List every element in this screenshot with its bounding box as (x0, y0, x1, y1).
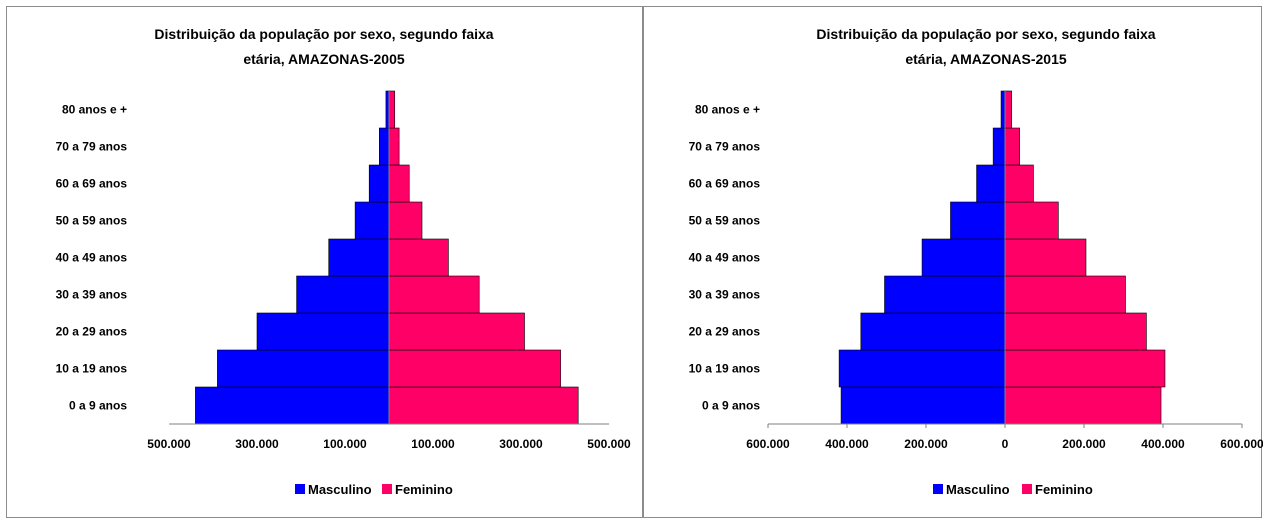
bar-feminino (1004, 90, 1013, 129)
y-tick-label: 60 a 69 anos (56, 177, 128, 191)
bar-masculino (379, 127, 390, 166)
chart-title-line-2: etária, AMAZONAS-2015 (905, 51, 1067, 67)
bar-masculino (950, 201, 1006, 240)
bar-feminino (388, 312, 525, 351)
bar-feminino (388, 90, 396, 129)
bar-feminino (1004, 386, 1162, 425)
y-tick-label: 40 a 49 anos (689, 251, 761, 265)
bar-feminino (1004, 201, 1059, 240)
x-tick-label: 600.000 (746, 437, 790, 451)
bar-masculino (368, 164, 390, 203)
x-tick-label: 200.000 (1062, 437, 1106, 451)
bar-feminino (388, 386, 579, 425)
bar-feminino (388, 127, 400, 166)
pyramid-chart-2015: Distribuição da população por sexo, segu… (689, 26, 1263, 497)
bar-feminino (388, 238, 449, 277)
legend-swatch-masculino (295, 484, 305, 494)
x-tick-label: 300.000 (499, 437, 543, 451)
y-tick-label: 70 a 79 anos (689, 140, 761, 154)
y-tick-label: 80 anos e + (62, 103, 127, 117)
x-tick-label: 100.000 (323, 437, 367, 451)
chart-title-line-1: Distribuição da população por sexo, segu… (154, 26, 493, 42)
bar-feminino (1004, 349, 1166, 388)
bar-feminino (1004, 275, 1126, 314)
y-tick-label: 50 a 59 anos (56, 214, 128, 228)
legend-swatch-feminino (1022, 484, 1032, 494)
bar-masculino (976, 164, 1006, 203)
bar-feminino (388, 201, 423, 240)
bar-masculino (1000, 90, 1006, 129)
bar-feminino (1004, 312, 1147, 351)
legend-label-masculino: Masculino (308, 482, 372, 497)
bar-masculino (838, 349, 1006, 388)
bar-masculino (884, 275, 1006, 314)
y-tick-label: 20 a 29 anos (689, 325, 761, 339)
y-tick-label: 30 a 39 anos (56, 288, 128, 302)
legend-label-feminino: Feminino (1035, 482, 1093, 497)
bar-masculino (217, 349, 390, 388)
bar-feminino (388, 164, 410, 203)
y-tick-label: 10 a 19 anos (689, 362, 761, 376)
bar-masculino (860, 312, 1006, 351)
x-tick-label: 400.000 (825, 437, 869, 451)
chart-title-line-1: Distribuição da população por sexo, segu… (816, 26, 1155, 42)
bar-masculino (921, 238, 1006, 277)
y-tick-label: 10 a 19 anos (56, 362, 128, 376)
x-tick-label: 200.000 (904, 437, 948, 451)
bar-feminino (388, 349, 561, 388)
bar-masculino (296, 275, 390, 314)
x-tick-label: 600.000 (1220, 437, 1263, 451)
y-tick-label: 0 a 9 anos (702, 399, 760, 413)
chart-panel-2015: Distribuição da população por sexo, segu… (643, 6, 1263, 518)
bar-masculino (195, 386, 390, 425)
bar-masculino (328, 238, 390, 277)
y-tick-label: 40 a 49 anos (56, 251, 128, 265)
y-tick-label: 50 a 59 anos (689, 214, 761, 228)
bar-masculino (354, 201, 390, 240)
y-tick-label: 20 a 29 anos (56, 325, 128, 339)
bar-feminino (388, 275, 480, 314)
x-tick-label: 500.000 (147, 437, 191, 451)
y-tick-label: 0 a 9 anos (69, 399, 127, 413)
y-tick-label: 80 anos e + (695, 103, 760, 117)
bar-feminino (1004, 164, 1034, 203)
legend-label-masculino: Masculino (946, 482, 1010, 497)
bar-feminino (1004, 238, 1087, 277)
x-tick-label: 100.000 (411, 437, 455, 451)
x-tick-label: 400.000 (1141, 437, 1185, 451)
legend-swatch-masculino (933, 484, 943, 494)
pyramid-chart-2005: Distribuição da população por sexo, segu… (56, 26, 631, 497)
chart-title-line-2: etária, AMAZONAS-2005 (243, 51, 405, 67)
y-tick-label: 30 a 39 anos (689, 288, 761, 302)
legend-swatch-feminino (382, 484, 392, 494)
x-tick-label: 0 (1002, 437, 1009, 451)
chart-panel-2005: Distribuição da população por sexo, segu… (6, 6, 643, 518)
bar-masculino (840, 386, 1006, 425)
bar-feminino (1004, 127, 1020, 166)
bar-masculino (256, 312, 390, 351)
y-tick-label: 60 a 69 anos (689, 177, 761, 191)
bar-masculino (992, 127, 1006, 166)
x-tick-label: 300.000 (235, 437, 279, 451)
legend-label-feminino: Feminino (395, 482, 453, 497)
y-tick-label: 70 a 79 anos (56, 140, 128, 154)
x-tick-label: 500.000 (587, 437, 631, 451)
